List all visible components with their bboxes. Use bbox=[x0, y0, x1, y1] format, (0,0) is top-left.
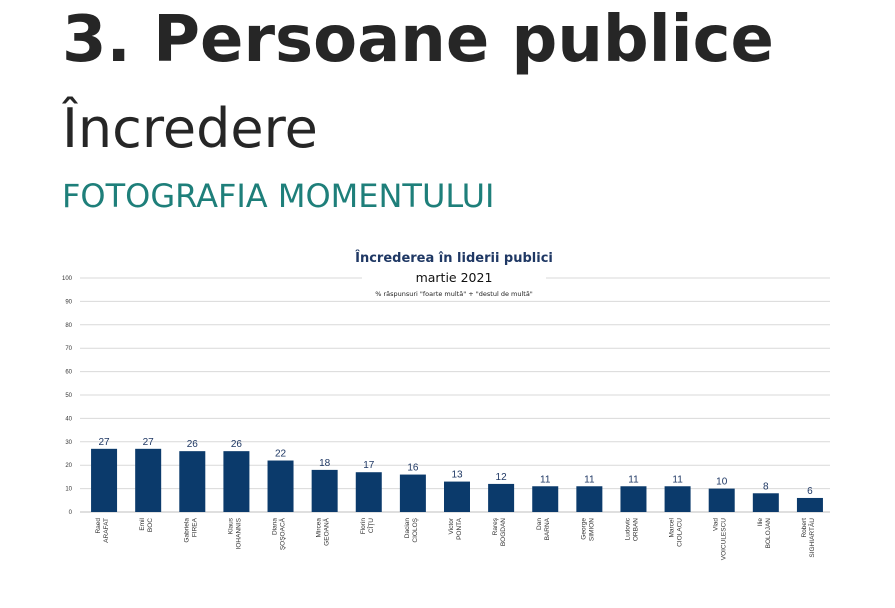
value-label: 27 bbox=[98, 437, 110, 448]
x-tick-label: Ludovic bbox=[624, 517, 631, 540]
x-tick-label: Ilie bbox=[757, 518, 764, 527]
x-tick-label: SIGHIARTĂU bbox=[807, 518, 816, 558]
x-tick-label: Gabriela bbox=[183, 518, 190, 543]
x-tick-label: Diana bbox=[272, 518, 279, 535]
bar bbox=[311, 469, 338, 512]
bar bbox=[355, 472, 382, 512]
value-label: 11 bbox=[584, 474, 595, 485]
y-tick-label: 100 bbox=[62, 276, 73, 282]
value-label: 26 bbox=[187, 439, 199, 450]
y-tick-label: 30 bbox=[65, 440, 72, 446]
y-tick-label: 10 bbox=[65, 487, 72, 493]
x-tick-label: George bbox=[580, 518, 587, 540]
x-tick-label: Rareş bbox=[492, 517, 499, 535]
x-tick-label: Raed bbox=[95, 518, 102, 534]
chart-title-box bbox=[362, 244, 546, 300]
bar bbox=[267, 460, 294, 512]
bar bbox=[444, 481, 470, 512]
y-tick-label: 40 bbox=[65, 416, 72, 422]
y-tick-label: 20 bbox=[65, 463, 72, 469]
slide-heading: 3. Persoane publice bbox=[62, 3, 774, 77]
slide-subheading: Încredere bbox=[62, 97, 318, 160]
value-label: 27 bbox=[143, 437, 155, 448]
value-label: 10 bbox=[716, 477, 728, 488]
x-tick-label: FIREA bbox=[191, 517, 198, 537]
x-tick-label: Robert bbox=[801, 518, 808, 538]
bar bbox=[620, 486, 647, 512]
x-tick-label: BOGDAN bbox=[500, 518, 507, 546]
x-tick-label: SIMION bbox=[588, 518, 595, 541]
value-label: 11 bbox=[672, 474, 683, 485]
x-tick-label: Victor bbox=[448, 517, 455, 534]
x-tick-label: IOHANNIS bbox=[235, 517, 242, 549]
x-tick-label: BARNA bbox=[544, 517, 551, 540]
bar bbox=[708, 488, 735, 512]
chart-subtitle: martie 2021 bbox=[416, 270, 493, 285]
x-tick-label: CIOLOŞ bbox=[412, 517, 419, 542]
x-tick-label: VOICULESCU bbox=[721, 518, 728, 561]
y-axis: 0 10 20 30 40 50 60 70 80 90 100 bbox=[62, 276, 73, 516]
value-label: 11 bbox=[540, 474, 551, 485]
x-tick-label: Klaus bbox=[227, 517, 234, 534]
x-tick-label: PONTA bbox=[456, 517, 463, 540]
y-tick-label: 80 bbox=[65, 323, 72, 329]
value-label: 18 bbox=[319, 458, 331, 469]
x-tick-label: CÎŢU bbox=[366, 518, 375, 533]
chart-title: Încrederea în liderii publici bbox=[355, 250, 553, 266]
x-axis-labels: Raed ARAFAT Emil BOC Gabriela FIREA Klaus IOHAN… bbox=[95, 517, 816, 560]
bar bbox=[399, 474, 426, 512]
bar bbox=[488, 483, 515, 512]
bar bbox=[576, 486, 603, 512]
x-tick-label: ORBAN bbox=[632, 518, 639, 541]
bar bbox=[91, 448, 118, 512]
y-tick-label: 0 bbox=[69, 510, 73, 516]
x-tick-label: Marcel bbox=[669, 517, 676, 537]
bar bbox=[796, 497, 823, 512]
y-tick-label: 50 bbox=[65, 393, 72, 399]
x-tick-label: BOC bbox=[147, 518, 154, 532]
x-tick-label: Dacian bbox=[404, 518, 411, 539]
y-tick-label: 60 bbox=[65, 370, 72, 376]
x-tick-label: Emil bbox=[139, 517, 146, 530]
x-tick-label: ŞOŞOACĂ bbox=[278, 517, 287, 550]
value-label: 22 bbox=[275, 449, 287, 460]
value-label: 12 bbox=[496, 472, 508, 483]
y-tick-label: 90 bbox=[65, 299, 72, 305]
bar bbox=[752, 493, 779, 512]
x-tick-label: CIOLACU bbox=[677, 518, 684, 547]
chart-note: % răspunsuri "foarte multă" + "destul de… bbox=[375, 290, 533, 298]
bar bbox=[532, 486, 559, 512]
bar bbox=[223, 451, 250, 512]
x-tick-label: BOLOJAN bbox=[765, 518, 772, 549]
bars-group bbox=[91, 448, 823, 512]
bar bbox=[664, 486, 691, 512]
value-label: 11 bbox=[628, 474, 639, 485]
value-label: 16 bbox=[407, 463, 419, 474]
x-tick-label: ARAFAT bbox=[103, 518, 110, 543]
value-label: 8 bbox=[763, 481, 769, 492]
x-tick-label: Florin bbox=[360, 518, 367, 535]
y-tick-label: 70 bbox=[65, 346, 72, 352]
x-tick-label: Mircea bbox=[316, 518, 323, 538]
value-label: 6 bbox=[807, 486, 813, 497]
bar bbox=[179, 451, 206, 512]
x-tick-label: Vlad bbox=[713, 518, 720, 531]
value-labels: 27 27 26 26 22 18 17 16 13 12 11 11 11 11 10 8 6 bbox=[98, 437, 813, 497]
value-label: 26 bbox=[231, 439, 243, 450]
bar bbox=[135, 448, 162, 512]
section-title: FOTOGRAFIA MOMENTULUI bbox=[62, 177, 495, 215]
value-label: 13 bbox=[451, 470, 463, 481]
value-label: 17 bbox=[363, 460, 375, 471]
x-tick-label: GEOANĂ bbox=[322, 517, 331, 545]
x-tick-label: Dan bbox=[536, 518, 543, 530]
